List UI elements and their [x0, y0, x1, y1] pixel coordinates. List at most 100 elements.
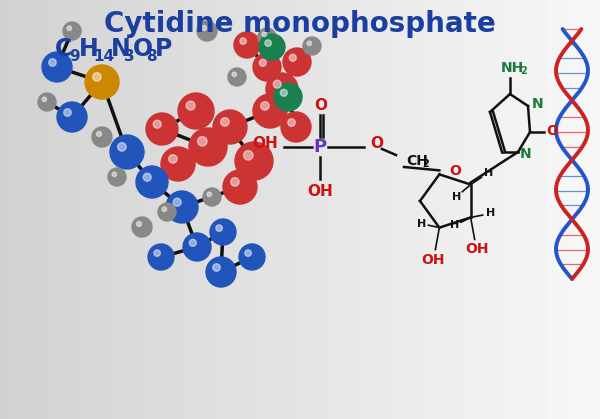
Text: O: O: [314, 98, 328, 114]
Circle shape: [228, 68, 246, 86]
Circle shape: [183, 233, 211, 261]
Circle shape: [197, 137, 207, 146]
Text: Cytidine monophosphate: Cytidine monophosphate: [104, 10, 496, 38]
Circle shape: [158, 203, 176, 221]
Circle shape: [239, 244, 265, 270]
Circle shape: [244, 150, 253, 160]
Circle shape: [85, 65, 119, 99]
Circle shape: [223, 170, 257, 204]
Circle shape: [283, 48, 311, 76]
Text: 14: 14: [93, 49, 114, 64]
Text: OH: OH: [252, 137, 278, 152]
Circle shape: [64, 109, 71, 116]
Circle shape: [136, 166, 168, 198]
Circle shape: [245, 250, 251, 256]
Circle shape: [137, 222, 142, 227]
Circle shape: [265, 40, 271, 47]
Circle shape: [210, 219, 236, 245]
Text: 8: 8: [146, 49, 157, 64]
Circle shape: [273, 80, 281, 88]
Circle shape: [92, 127, 112, 147]
Circle shape: [63, 22, 81, 40]
Text: O: O: [546, 124, 558, 138]
Circle shape: [303, 37, 321, 55]
Circle shape: [280, 89, 287, 96]
Circle shape: [258, 28, 276, 46]
Circle shape: [266, 73, 298, 105]
Text: H: H: [486, 209, 495, 218]
Circle shape: [92, 72, 101, 81]
Text: N: N: [111, 37, 131, 61]
Circle shape: [153, 120, 161, 128]
Circle shape: [221, 118, 229, 126]
Circle shape: [162, 207, 167, 212]
Text: P: P: [155, 37, 172, 61]
Circle shape: [189, 128, 227, 166]
Circle shape: [132, 217, 152, 237]
Text: 3: 3: [124, 49, 134, 64]
Circle shape: [186, 101, 195, 110]
Circle shape: [213, 264, 220, 271]
Circle shape: [307, 41, 311, 46]
Circle shape: [259, 34, 285, 60]
Text: O: O: [370, 137, 383, 152]
Circle shape: [161, 147, 195, 181]
Circle shape: [173, 198, 181, 206]
Text: H: H: [452, 191, 461, 202]
Text: C: C: [55, 37, 72, 61]
Circle shape: [234, 32, 260, 58]
Circle shape: [206, 257, 236, 287]
Circle shape: [202, 26, 206, 31]
Circle shape: [213, 110, 247, 144]
Circle shape: [235, 142, 273, 180]
Circle shape: [67, 26, 71, 31]
Text: H: H: [79, 37, 99, 61]
Circle shape: [203, 188, 221, 206]
Circle shape: [154, 250, 160, 256]
Circle shape: [143, 173, 151, 181]
Circle shape: [190, 239, 196, 246]
Circle shape: [197, 21, 217, 41]
Circle shape: [110, 135, 144, 169]
Circle shape: [166, 191, 198, 223]
Circle shape: [260, 102, 269, 110]
Circle shape: [178, 93, 214, 129]
Circle shape: [232, 72, 236, 77]
Text: O: O: [133, 37, 153, 61]
Circle shape: [146, 113, 178, 145]
Circle shape: [148, 244, 174, 270]
Text: OH: OH: [465, 243, 488, 256]
Circle shape: [281, 112, 311, 142]
Text: 2: 2: [521, 66, 527, 76]
Text: 9: 9: [69, 49, 80, 64]
Circle shape: [38, 93, 56, 111]
Circle shape: [253, 94, 287, 128]
Text: H: H: [450, 220, 459, 230]
Text: 2: 2: [422, 159, 429, 169]
Circle shape: [118, 142, 126, 151]
Text: P: P: [313, 138, 326, 156]
Text: N: N: [520, 147, 532, 161]
Circle shape: [42, 97, 47, 101]
Circle shape: [240, 38, 247, 44]
Circle shape: [230, 178, 239, 186]
Circle shape: [274, 83, 302, 111]
Text: OH: OH: [422, 253, 445, 266]
Circle shape: [112, 172, 116, 176]
Circle shape: [216, 225, 223, 231]
Text: CH: CH: [406, 154, 428, 168]
Circle shape: [253, 53, 281, 81]
Circle shape: [108, 168, 126, 186]
Circle shape: [207, 192, 212, 197]
Circle shape: [262, 32, 266, 36]
Circle shape: [42, 52, 72, 82]
Circle shape: [169, 155, 177, 163]
Circle shape: [49, 59, 56, 66]
Circle shape: [97, 132, 101, 137]
Circle shape: [259, 59, 266, 66]
Text: NH: NH: [500, 61, 524, 75]
Circle shape: [289, 54, 296, 61]
Circle shape: [288, 119, 295, 126]
Text: N: N: [532, 97, 544, 111]
Text: O: O: [449, 164, 461, 178]
